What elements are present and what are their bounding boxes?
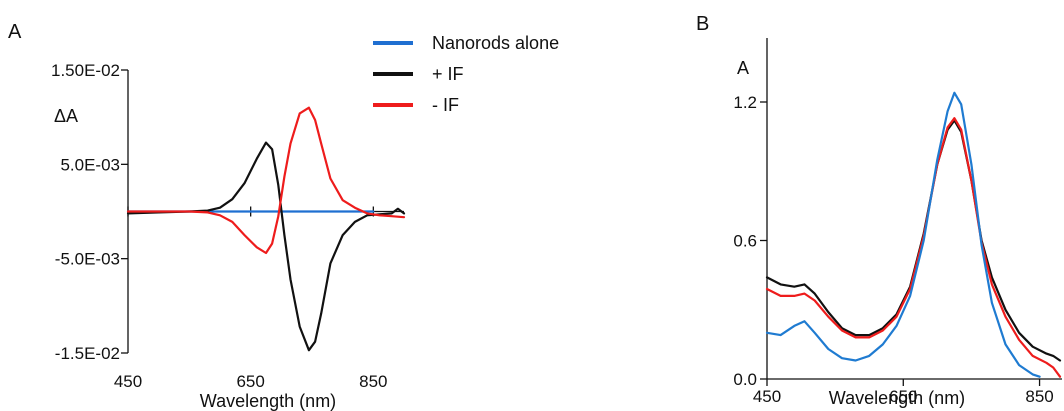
panel-a-legend: Nanorods alone + IF - IF: [373, 33, 559, 115]
panel-a-x-axis-label: Wavelength (nm): [200, 391, 336, 411]
panel-b-plot-area: 0.0 0.6 1.2 450 650 850: [733, 38, 1062, 406]
panel-b: B A Wavelength (nm) 0.0 0.6 1.2 450 650 850: [696, 13, 1062, 408]
panel-a-x-tick-label: 650: [236, 372, 264, 391]
panel-a: A ΔA Wavelength (nm) -1.5E-02 -5.0E-03 5.0…: [8, 21, 559, 411]
legend-label: + IF: [432, 64, 464, 84]
panel-b-x-tick-label: 450: [753, 387, 781, 406]
panel-a-plot-area: -1.5E-02 -5.0E-03 5.0E-03 1.50E-02 450 650 850: [51, 61, 406, 391]
panel-b-label: B: [696, 13, 709, 35]
panel-a-y-axis-label: ΔA: [54, 106, 78, 126]
panel-b-series-line-1: [765, 117, 1062, 378]
panel-b-y-axis-label: A: [737, 58, 749, 78]
panel-a-x-tick-label: 450: [114, 372, 142, 391]
panel-a-y-tick-label: -5.0E-03: [55, 250, 120, 269]
panel-a-y-tick-label: 5.0E-03: [60, 155, 120, 174]
panel-b-series-line-2: [765, 91, 1041, 378]
panel-a-series-line-1: [126, 141, 406, 352]
panel-b-x-axis-label: Wavelength (nm): [829, 388, 965, 408]
panel-a-y-tick-label: 1.50E-02: [51, 61, 120, 80]
panel-a-x-tick-label: 850: [359, 372, 387, 391]
panel-b-x-tick-label: 650: [889, 387, 917, 406]
panel-a-y-tick-label: -1.5E-02: [55, 344, 120, 363]
panel-b-x-tick-label: 850: [1025, 387, 1053, 406]
panel-b-y-tick-label: 0.0: [733, 370, 757, 389]
panel-b-y-tick-label: 0.6: [733, 232, 757, 251]
panel-b-y-tick-label: 1.2: [733, 93, 757, 112]
legend-label: - IF: [432, 95, 459, 115]
panel-b-series-line-0: [765, 119, 1062, 362]
panel-a-label: A: [8, 21, 22, 43]
legend-label: Nanorods alone: [432, 33, 559, 53]
panel-a-series-line-2: [126, 106, 406, 255]
